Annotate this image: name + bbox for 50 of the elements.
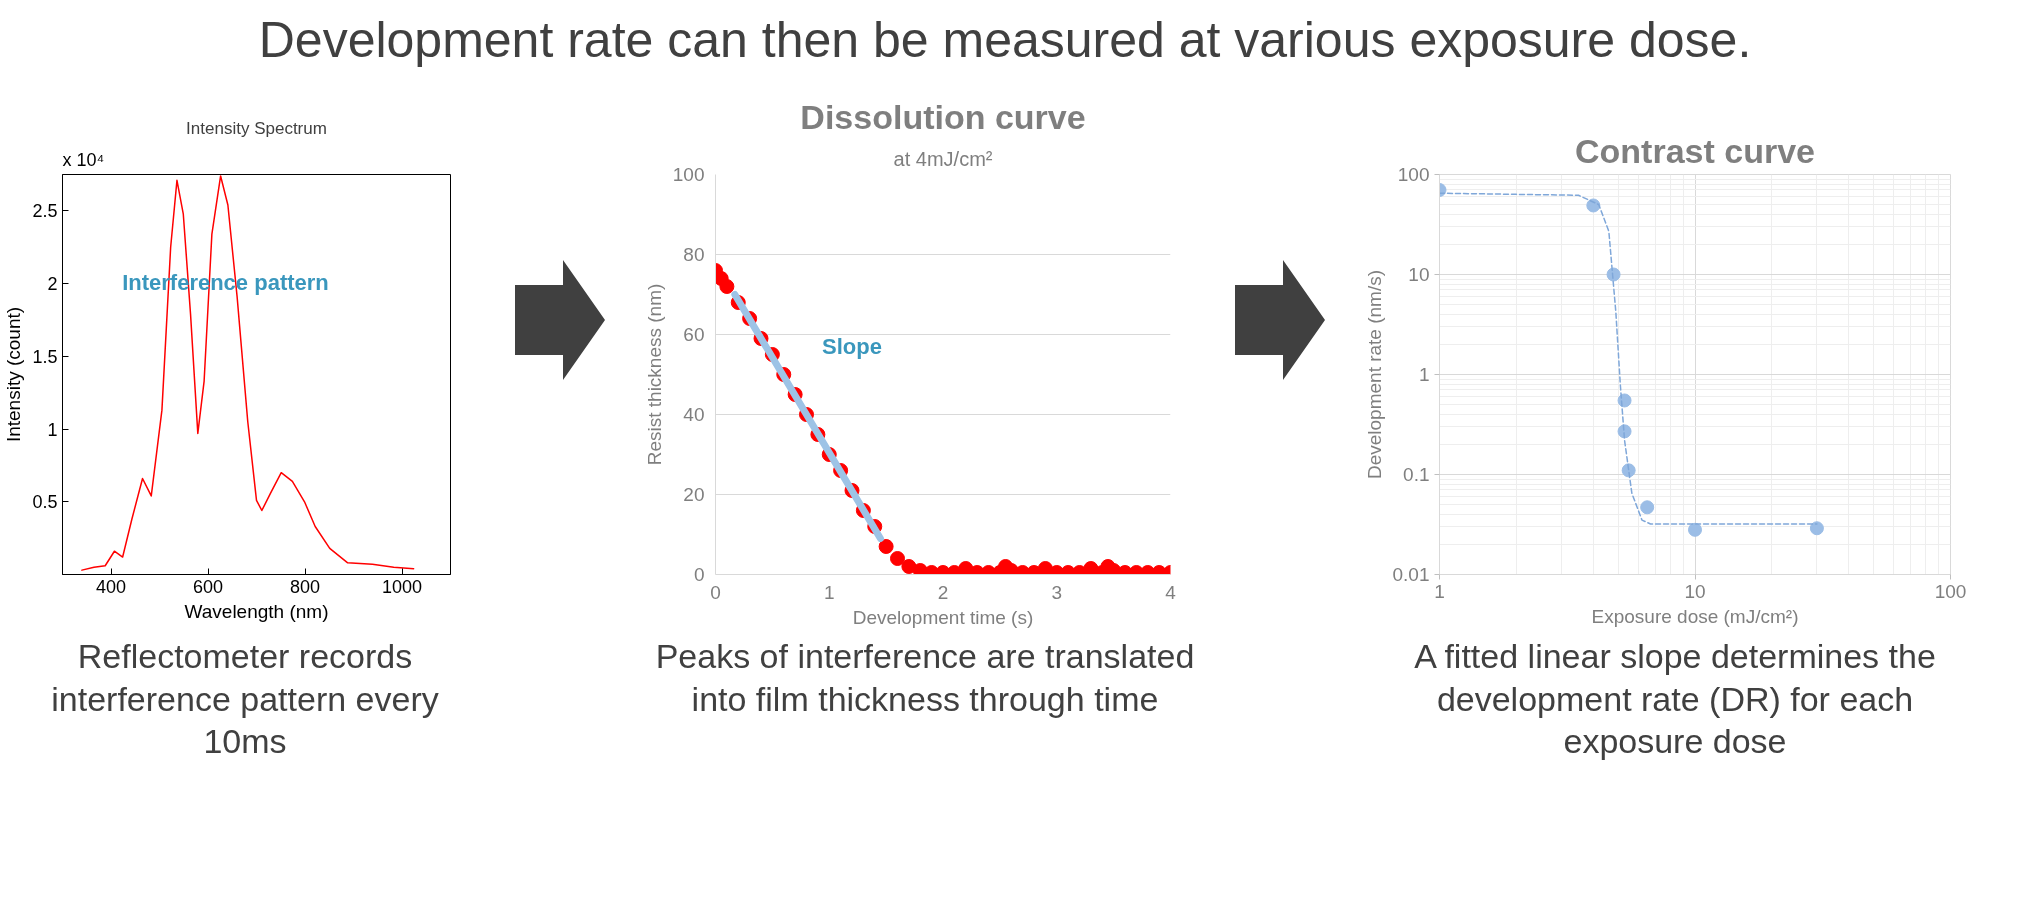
annotation: Slope [822,334,882,359]
x-tick-label: 600 [192,576,224,597]
x-tick-label: 10 [1684,580,1706,602]
x-tick-label: 100 [1934,580,1967,602]
x-tick-label: 2 [937,581,949,603]
y-tick-label: 10 [1408,264,1430,285]
y-tick-label: 0.5 [32,492,58,513]
y-tick-label: 2.5 [32,201,58,222]
chart-title: Intensity Spectrum [186,118,327,138]
chart-title: Contrast curve [1575,131,1815,170]
point [901,559,917,574]
y-axis-title: Resist thickness (nm) [643,283,665,466]
x-tick-label: 1 [823,581,835,603]
point [1037,561,1053,575]
x-tick-label: 400 [95,576,127,597]
point [1083,561,1099,575]
y-axis-title: Intensity (count) [3,306,25,443]
x-tick-label: 3 [1051,581,1063,603]
text: A fitted linear slope determines the development rate (DR) for each exposure dose [1413,636,1937,762]
chart-title: Dissolution curve [800,97,1086,136]
point [878,539,894,554]
y-tick-label: 1 [1418,364,1430,385]
x-tick-label: 4 [1165,581,1177,603]
text: x 10⁴ [62,149,105,170]
y-tick-label: 20 [683,484,705,505]
y-tick-label: 0.1 [1403,464,1430,485]
x-axis-title: Exposure dose (mJ/cm²) [1591,605,1799,627]
chart-subtitle: at 4mJ/cm² [893,147,993,170]
x-tick-label: 1 [1434,580,1445,602]
x-axis-title: Development time (s) [852,606,1034,628]
x-tick-label: 0 [710,581,721,603]
y-tick-label: 40 [683,404,705,425]
y-tick-label: 80 [683,244,705,265]
y-tick-label: 1.5 [32,346,58,367]
y-tick-label: 2 [47,274,58,295]
y-tick-label: 1 [47,419,58,440]
y-tick-label: 60 [683,324,705,345]
line-series [81,175,415,571]
point [719,279,735,294]
x-axis-title: Wavelength (nm) [184,600,329,622]
y-tick-label: 100 [672,164,705,185]
point [890,551,905,566]
x-tick-label: 800 [289,576,321,597]
x-tick-label: 1000 [381,576,423,597]
text: Peaks of interference are translated into film thickness through time [654,636,1196,720]
text: Development rate can then be measured at various exposure dose. [258,11,1752,70]
text: Reflectometer records interference pattern every 10ms [50,636,440,762]
y-tick-label: 0.01 [1392,564,1430,585]
y-tick-label: 100 [1397,164,1430,185]
y-axis-title: Development rate (nm/s) [1363,269,1385,480]
